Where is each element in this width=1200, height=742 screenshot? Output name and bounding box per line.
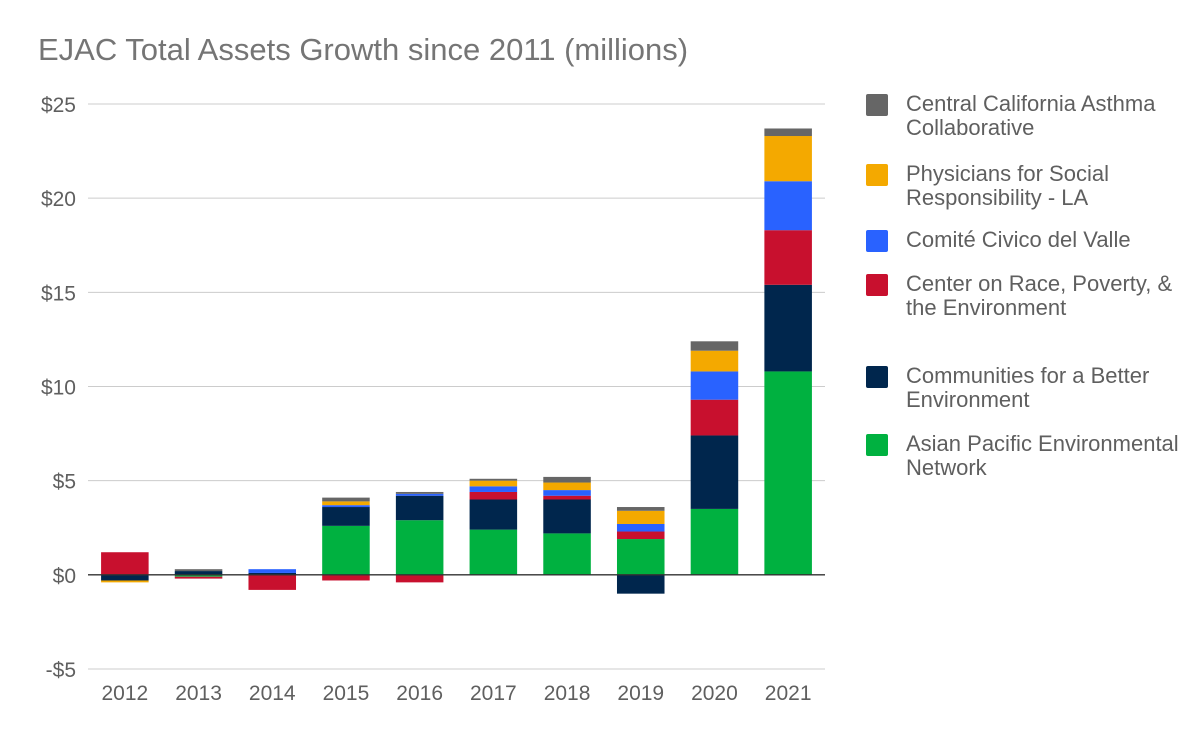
bar-segment xyxy=(101,580,149,583)
bar-segment xyxy=(616,531,665,540)
bar-segment xyxy=(690,435,739,509)
bar-segment xyxy=(395,495,444,521)
bar-segment xyxy=(616,523,665,532)
bar-segment xyxy=(764,128,812,137)
bar-segment xyxy=(469,529,518,575)
bar-segment xyxy=(764,284,812,372)
legend-item: Communities for a Better Environment xyxy=(866,364,1186,412)
bar-segment xyxy=(322,505,370,508)
bar-segment xyxy=(764,371,812,575)
bar-segment xyxy=(616,507,665,511)
bar-segment xyxy=(469,486,518,492)
bar-segment xyxy=(690,399,739,436)
x-tick-label: 2015 xyxy=(323,682,370,705)
bars xyxy=(101,128,812,594)
x-tick-label: 2014 xyxy=(249,682,296,705)
y-tick-label: $0 xyxy=(53,565,76,588)
bar-segment xyxy=(690,350,739,372)
bar-segment xyxy=(174,569,223,572)
bar-segment xyxy=(395,491,444,494)
y-tick-label: $20 xyxy=(41,188,76,211)
x-tick-label: 2016 xyxy=(396,682,443,705)
bar-segment xyxy=(322,525,370,575)
legend-label: Physicians for Social Responsibility - L… xyxy=(906,161,1109,210)
bar-segment xyxy=(690,341,739,351)
legend-item: Center on Race, Poverty, & the Environme… xyxy=(866,272,1186,320)
legend-label: Comité Civico del Valle xyxy=(906,227,1131,252)
bar-segment xyxy=(322,501,370,506)
chart-title: EJAC Total Assets Growth since 2011 (mil… xyxy=(38,32,689,67)
bar-segment xyxy=(101,552,149,575)
bar-segment xyxy=(469,499,518,530)
bar-segment xyxy=(764,181,812,231)
legend-item: Central California Asthma Collaborative xyxy=(866,92,1186,140)
y-tick-label: $5 xyxy=(53,471,76,494)
legend-swatch xyxy=(866,230,888,252)
bar-segment xyxy=(174,574,223,577)
bar-segment xyxy=(395,574,444,583)
bar-segment xyxy=(395,520,444,575)
legend-swatch xyxy=(866,434,888,456)
y-tick-label: $10 xyxy=(41,377,76,400)
bar-segment xyxy=(616,539,665,575)
legend-swatch xyxy=(866,94,888,116)
y-tick-label: $25 xyxy=(41,94,76,117)
bar-segment xyxy=(174,576,223,579)
bar-segment xyxy=(469,478,518,481)
legend-swatch xyxy=(866,366,888,388)
legend-label: Asian Pacific Environmental Network xyxy=(906,431,1179,480)
axes: -$5 $0 $5 $10 $15 $20 $25 2012 2013 2014 2015 2016 2… xyxy=(41,94,825,705)
x-tick-label: 2017 xyxy=(470,682,517,705)
legend-swatch xyxy=(866,274,888,296)
bar-segment xyxy=(690,371,739,400)
bar-segment xyxy=(248,572,297,575)
bar-segment xyxy=(616,574,665,594)
legend-item: Physicians for Social Responsibility - L… xyxy=(866,162,1186,210)
bar-segment xyxy=(469,491,518,500)
bar-segment xyxy=(469,480,518,487)
bar-segment xyxy=(690,508,739,575)
bar-segment xyxy=(101,574,149,581)
x-tick-label: 2013 xyxy=(175,682,222,705)
bar-segment xyxy=(395,493,444,496)
bar-segment xyxy=(248,574,297,590)
x-tick-label: 2019 xyxy=(617,682,664,705)
bar-segment xyxy=(616,510,665,524)
bar-segment xyxy=(764,230,812,285)
legend-label: Central California Asthma Collaborative xyxy=(906,91,1156,140)
x-tick-label: 2020 xyxy=(691,682,738,705)
legend-item: Asian Pacific Environmental Network xyxy=(866,432,1186,480)
bar-segment xyxy=(543,533,591,575)
bar-segment xyxy=(322,574,370,581)
legend-item: Comité Civico del Valle xyxy=(866,228,1186,252)
bar-segment xyxy=(764,136,812,182)
bar-segment xyxy=(543,482,591,491)
x-tick-label: 2021 xyxy=(765,682,812,705)
x-tick-label: 2012 xyxy=(101,682,148,705)
y-tick-label: -$5 xyxy=(46,659,76,682)
bar-segment xyxy=(543,495,591,500)
bar-segment xyxy=(543,476,591,483)
legend-label: Center on Race, Poverty, & the Environme… xyxy=(906,271,1173,320)
bar-segment xyxy=(322,497,370,502)
bar-segment xyxy=(174,571,223,575)
y-tick-label: $15 xyxy=(41,282,76,305)
bar-segment xyxy=(543,490,591,496)
x-tick-label: 2018 xyxy=(544,682,591,705)
bar-segment xyxy=(543,499,591,534)
legend-label: Communities for a Better Environment xyxy=(906,363,1150,412)
bar-segment xyxy=(322,507,370,526)
bar-segment xyxy=(248,569,297,573)
legend-swatch xyxy=(866,164,888,186)
